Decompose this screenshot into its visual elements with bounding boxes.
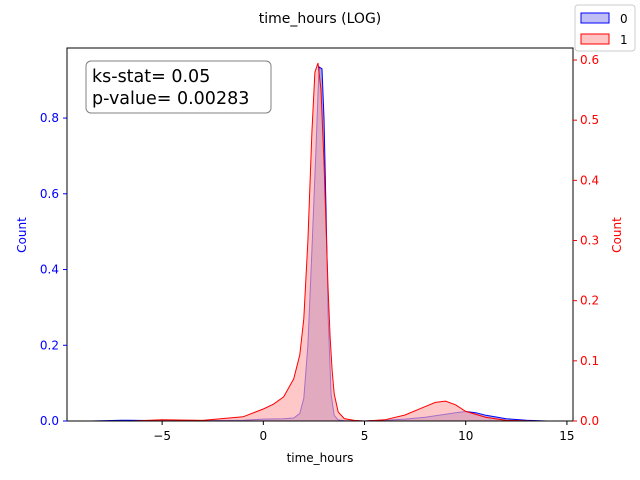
y-axis-label-left: Count xyxy=(15,217,29,253)
x-axis-label: time_hours xyxy=(287,451,354,465)
legend-swatch-0 xyxy=(580,12,610,24)
chart-title: time_hours (LOG) xyxy=(259,11,382,27)
legend-swatch-1 xyxy=(580,33,610,45)
stats-box xyxy=(85,60,272,114)
y-right-tick-label: 0.6 xyxy=(580,53,599,67)
y-right-tick-label: 0.1 xyxy=(580,354,599,368)
y-right-tick-label: 0.2 xyxy=(580,294,599,308)
x-tick-label: 15 xyxy=(559,429,574,443)
y-left-tick-label: 0.4 xyxy=(40,263,59,277)
y-left-tick-label: 0.6 xyxy=(40,187,59,201)
y-right-tick-label: 0.5 xyxy=(580,113,599,127)
y-left-tick-label: 0.8 xyxy=(40,111,59,125)
y-left-tick-label: 0.0 xyxy=(40,414,59,428)
plot-frame xyxy=(66,47,574,422)
p-value-text: p-value= 0.00283 xyxy=(92,89,249,109)
y-right-tick-label: 0.4 xyxy=(580,173,599,187)
legend-label-0: 0 xyxy=(620,12,628,26)
y-right-tick-label: 0.3 xyxy=(580,234,599,248)
stats-annotation: ks-stat= 0.05 p-value= 0.00283 xyxy=(85,60,272,114)
x-tick-label: 10 xyxy=(458,429,473,443)
x-tick-label: 5 xyxy=(361,429,369,443)
y-left-tick-label: 0.2 xyxy=(40,338,59,352)
ks-stat-text: ks-stat= 0.05 xyxy=(92,67,210,87)
series-1-area xyxy=(131,63,537,421)
legend-label-1: 1 xyxy=(620,33,628,47)
y-right-tick-label: 0.0 xyxy=(580,414,599,428)
series-1-line xyxy=(131,62,537,422)
legend: 0 1 xyxy=(574,4,636,52)
x-tick-label: 0 xyxy=(260,429,268,443)
y-axis-label-right: Count xyxy=(610,217,624,253)
x-tick-label: −5 xyxy=(153,429,171,443)
